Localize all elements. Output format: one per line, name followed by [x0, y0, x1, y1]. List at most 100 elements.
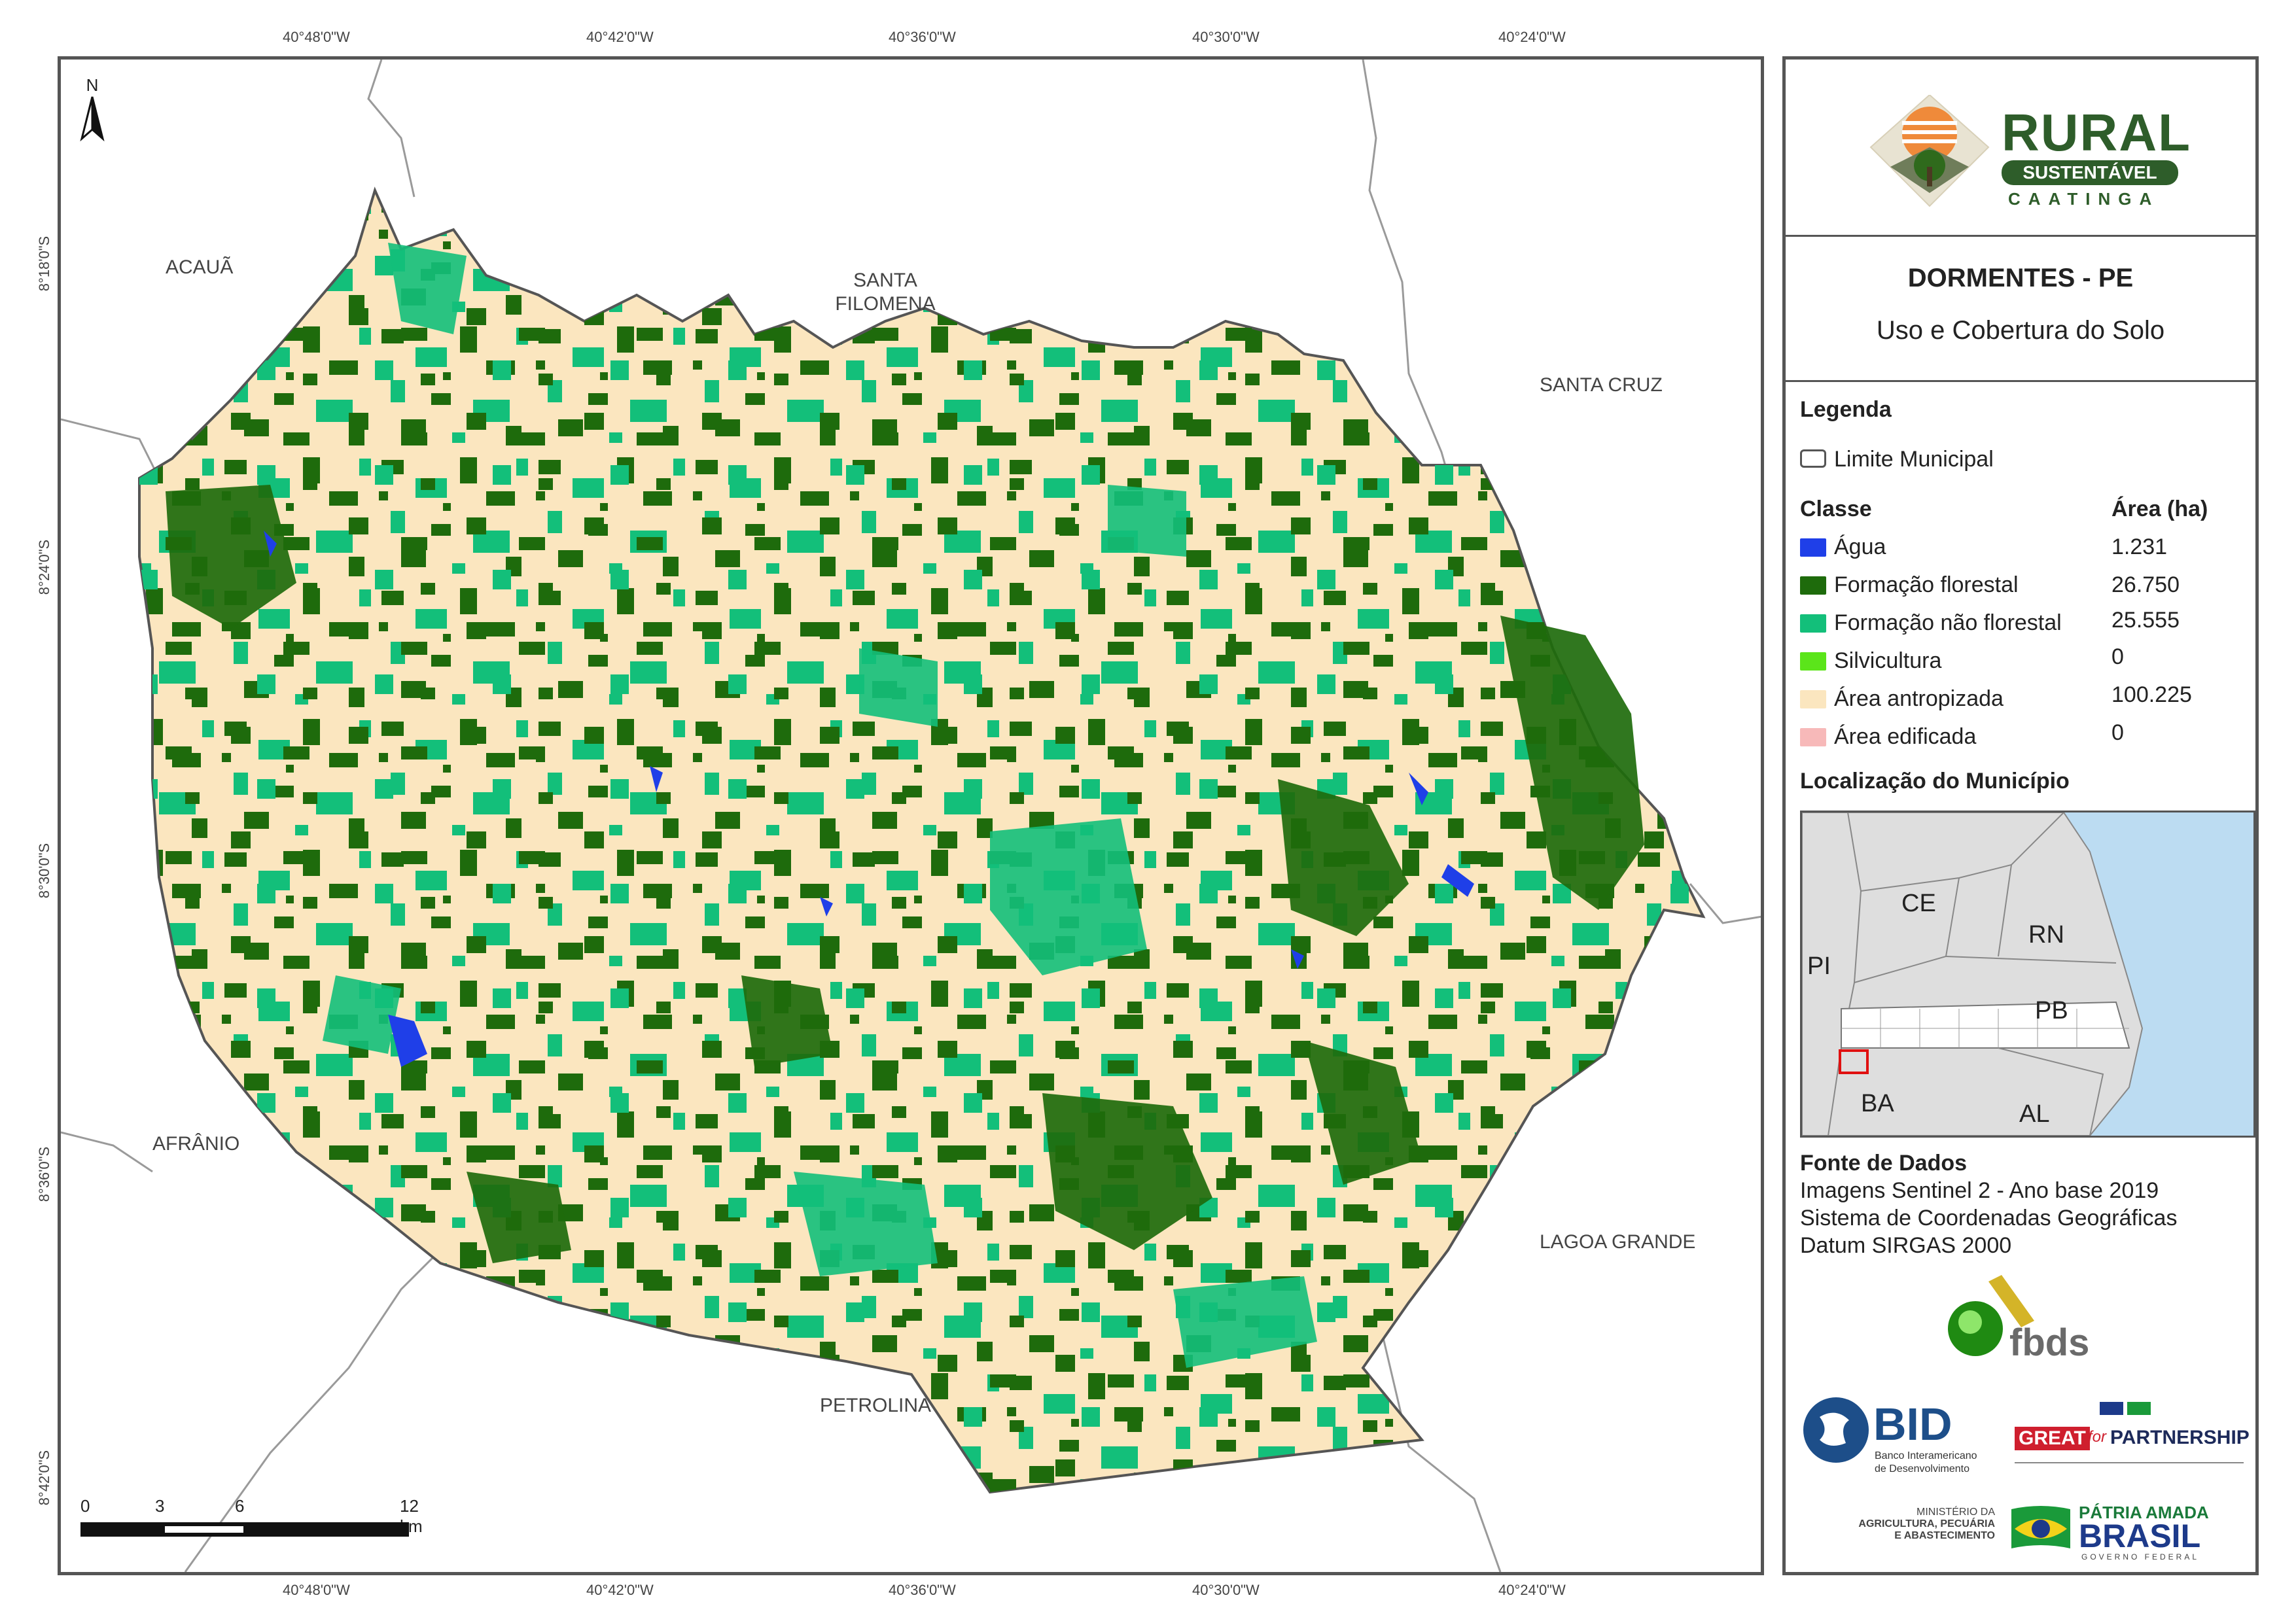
- coord-bottom-2: 40°42'0"W: [586, 1582, 654, 1598]
- great-for-text: for: [2088, 1428, 2107, 1446]
- ministerio-logo: MINISTÉRIO DA AGRICULTURA, PECUÁRIA E AB…: [1825, 1507, 1995, 1559]
- state-al: AL: [2019, 1100, 2050, 1128]
- scale-bar: 0 3 6 12 km: [80, 1496, 434, 1548]
- north-arrow-icon: [80, 96, 105, 142]
- state-pb: PB: [2035, 997, 2068, 1024]
- legend-area-agua: 1.231: [2111, 534, 2168, 559]
- ministerio-line-2: AGRICULTURA, PECUÁRIA: [1858, 1518, 1995, 1529]
- brazil-flag-icon: [2127, 1402, 2151, 1415]
- location-inset-map: CE RN PI PB BA AL: [1800, 811, 2255, 1138]
- rural-logo-icon: [1869, 95, 1990, 207]
- place-santa-filomena-line1: SANTA: [853, 270, 917, 291]
- patria-amada-brasil-logo: PÁTRIA AMADA BRASIL GOVERNO FEDERAL: [2008, 1503, 2231, 1562]
- swatch-agua: [1800, 538, 1826, 557]
- scale-label-3: 3: [155, 1496, 165, 1516]
- location-inset-canvas: [1802, 812, 2144, 1136]
- legend-label-formacao-nao-florestal: Formação não florestal: [1834, 610, 2062, 635]
- place-santa-filomena: SANTA FILOMENA: [820, 269, 951, 316]
- scale-label-0: 0: [80, 1496, 90, 1516]
- swatch-silvicultura: [1800, 652, 1826, 671]
- state-rn: RN: [2028, 921, 2064, 949]
- fbds-text: fbds: [2009, 1321, 2090, 1364]
- legend-label-silvicultura: Silvicultura: [1834, 648, 1942, 673]
- legend-area-area-antropizada: 100.225: [2111, 682, 2192, 707]
- map-canvas: [61, 60, 1761, 1572]
- place-santa-cruz: SANTA CRUZ: [1540, 374, 1663, 396]
- place-petrolina: PETROLINA: [820, 1395, 932, 1416]
- source-line-2: Sistema de Coordenadas Geográficas: [1800, 1206, 2178, 1230]
- place-acaua: ACAUÃ: [166, 256, 234, 278]
- swatch-area-edificada: [1800, 728, 1826, 746]
- limite-municipal-swatch: [1800, 449, 1826, 468]
- place-lagoa-grande: LAGOA GRANDE: [1540, 1231, 1696, 1253]
- great-text: GREAT: [2015, 1427, 2090, 1450]
- swatch-area-antropizada: [1800, 690, 1826, 708]
- brasil-flag-wave-icon: [2011, 1506, 2070, 1548]
- bid-sub-1: Banco Interamericano: [1875, 1450, 1977, 1461]
- area-header: Área (ha): [2111, 497, 2208, 521]
- fbds-logo: fbds: [1936, 1275, 2106, 1364]
- bid-logo-icon: [1803, 1397, 1869, 1463]
- map-frame[interactable]: N ACAUÃ SANTA FILOMENA SANTA CRUZ AFRÂNI…: [58, 56, 1764, 1575]
- north-arrow: N: [73, 75, 112, 145]
- ministerio-line-3: E ABASTECIMENTO: [1894, 1530, 1995, 1541]
- coord-top-3: 40°36'0"W: [889, 29, 956, 45]
- legend-area-silvicultura: 0: [2111, 644, 2124, 669]
- state-pi: PI: [1807, 952, 1831, 980]
- north-label: N: [86, 75, 99, 95]
- coord-left-1: 8°18'0"S: [36, 236, 52, 292]
- coord-top-1: 40°48'0"W: [283, 29, 350, 45]
- scale-label-6: 6: [235, 1496, 245, 1516]
- rural-sustentavel-logo: RURAL SUSTENTÁVEL CAATINGA: [1864, 95, 2191, 226]
- ministerio-line-1: MINISTÉRIO DA: [1916, 1507, 1995, 1518]
- rural-logo-line3: CAATINGA: [2008, 189, 2160, 209]
- classe-header: Classe: [1800, 497, 1872, 521]
- map-title: DORMENTES - PE: [1907, 264, 2134, 292]
- legend-label-area-antropizada: Área antropizada: [1834, 686, 2004, 711]
- legend-label-agua: Água: [1834, 534, 1886, 559]
- coord-left-4: 8°36'0"S: [36, 1146, 52, 1202]
- state-ba: BA: [1861, 1090, 1894, 1117]
- legend-title: Legenda: [1800, 397, 1892, 422]
- legend-area-formacao-nao-florestal: 25.555: [2111, 608, 2180, 633]
- legend-label-formacao-florestal: Formação florestal: [1834, 572, 2019, 597]
- great-partnership-text: PARTNERSHIP: [2110, 1427, 2250, 1448]
- patria-text: PÁTRIA AMADA: [2079, 1503, 2209, 1522]
- source-line-1: Imagens Sentinel 2 - Ano base 2019: [1800, 1178, 2159, 1203]
- rural-logo-line1: RURAL: [2002, 103, 2191, 162]
- uk-flag-icon: [2100, 1402, 2123, 1415]
- source-line-3: Datum SIRGAS 2000: [1800, 1233, 2012, 1258]
- coord-bottom-3: 40°36'0"W: [889, 1582, 956, 1598]
- coord-bottom-4: 40°30'0"W: [1192, 1582, 1260, 1598]
- coord-bottom-5: 40°24'0"W: [1498, 1582, 1566, 1598]
- coord-top-4: 40°30'0"W: [1192, 29, 1260, 45]
- limite-municipal-label: Limite Municipal: [1834, 447, 1994, 472]
- coord-left-5: 8°42'0"S: [36, 1450, 52, 1506]
- coord-left-3: 8°30'0"S: [36, 843, 52, 899]
- scale-bar-body: [80, 1522, 409, 1537]
- great-partnership-logo: GREAT for PARTNERSHIP: [2015, 1402, 2250, 1474]
- place-afranio: AFRÂNIO: [152, 1133, 240, 1155]
- coord-top-2: 40°42'0"W: [586, 29, 654, 45]
- legend-area-area-edificada: 0: [2111, 720, 2124, 745]
- governo-text: GOVERNO FEDERAL: [2081, 1552, 2200, 1562]
- coord-top-5: 40°24'0"W: [1498, 29, 1566, 45]
- fbds-logo-icon: [1948, 1275, 2034, 1356]
- swatch-formacao-florestal: [1800, 576, 1826, 595]
- info-panel: RURAL SUSTENTÁVEL CAATINGA DORMENTES - P…: [1782, 56, 2259, 1575]
- location-title: Localização do Município: [1800, 769, 2070, 794]
- coord-left-2: 8°24'0"S: [36, 539, 52, 595]
- place-santa-filomena-line2: FILOMENA: [835, 293, 936, 315]
- swatch-formacao-nao-florestal: [1800, 614, 1826, 633]
- map-subtitle: Uso e Cobertura do Solo: [1876, 316, 2165, 345]
- bid-logo: BID Banco Interamericano de Desenvolvime…: [1800, 1394, 1996, 1479]
- bid-text: BID: [1873, 1399, 1952, 1450]
- legend-label-area-edificada: Área edificada: [1834, 724, 1977, 749]
- source-title: Fonte de Dados: [1800, 1151, 1968, 1176]
- rural-logo-line2: SUSTENTÁVEL: [2002, 160, 2178, 185]
- brasil-text: BRASIL: [2079, 1518, 2201, 1554]
- state-ce: CE: [1901, 890, 1936, 917]
- bid-sub-2: de Desenvolvimento: [1875, 1463, 1969, 1475]
- coord-bottom-1: 40°48'0"W: [283, 1582, 350, 1598]
- legend-area-formacao-florestal: 26.750: [2111, 572, 2180, 597]
